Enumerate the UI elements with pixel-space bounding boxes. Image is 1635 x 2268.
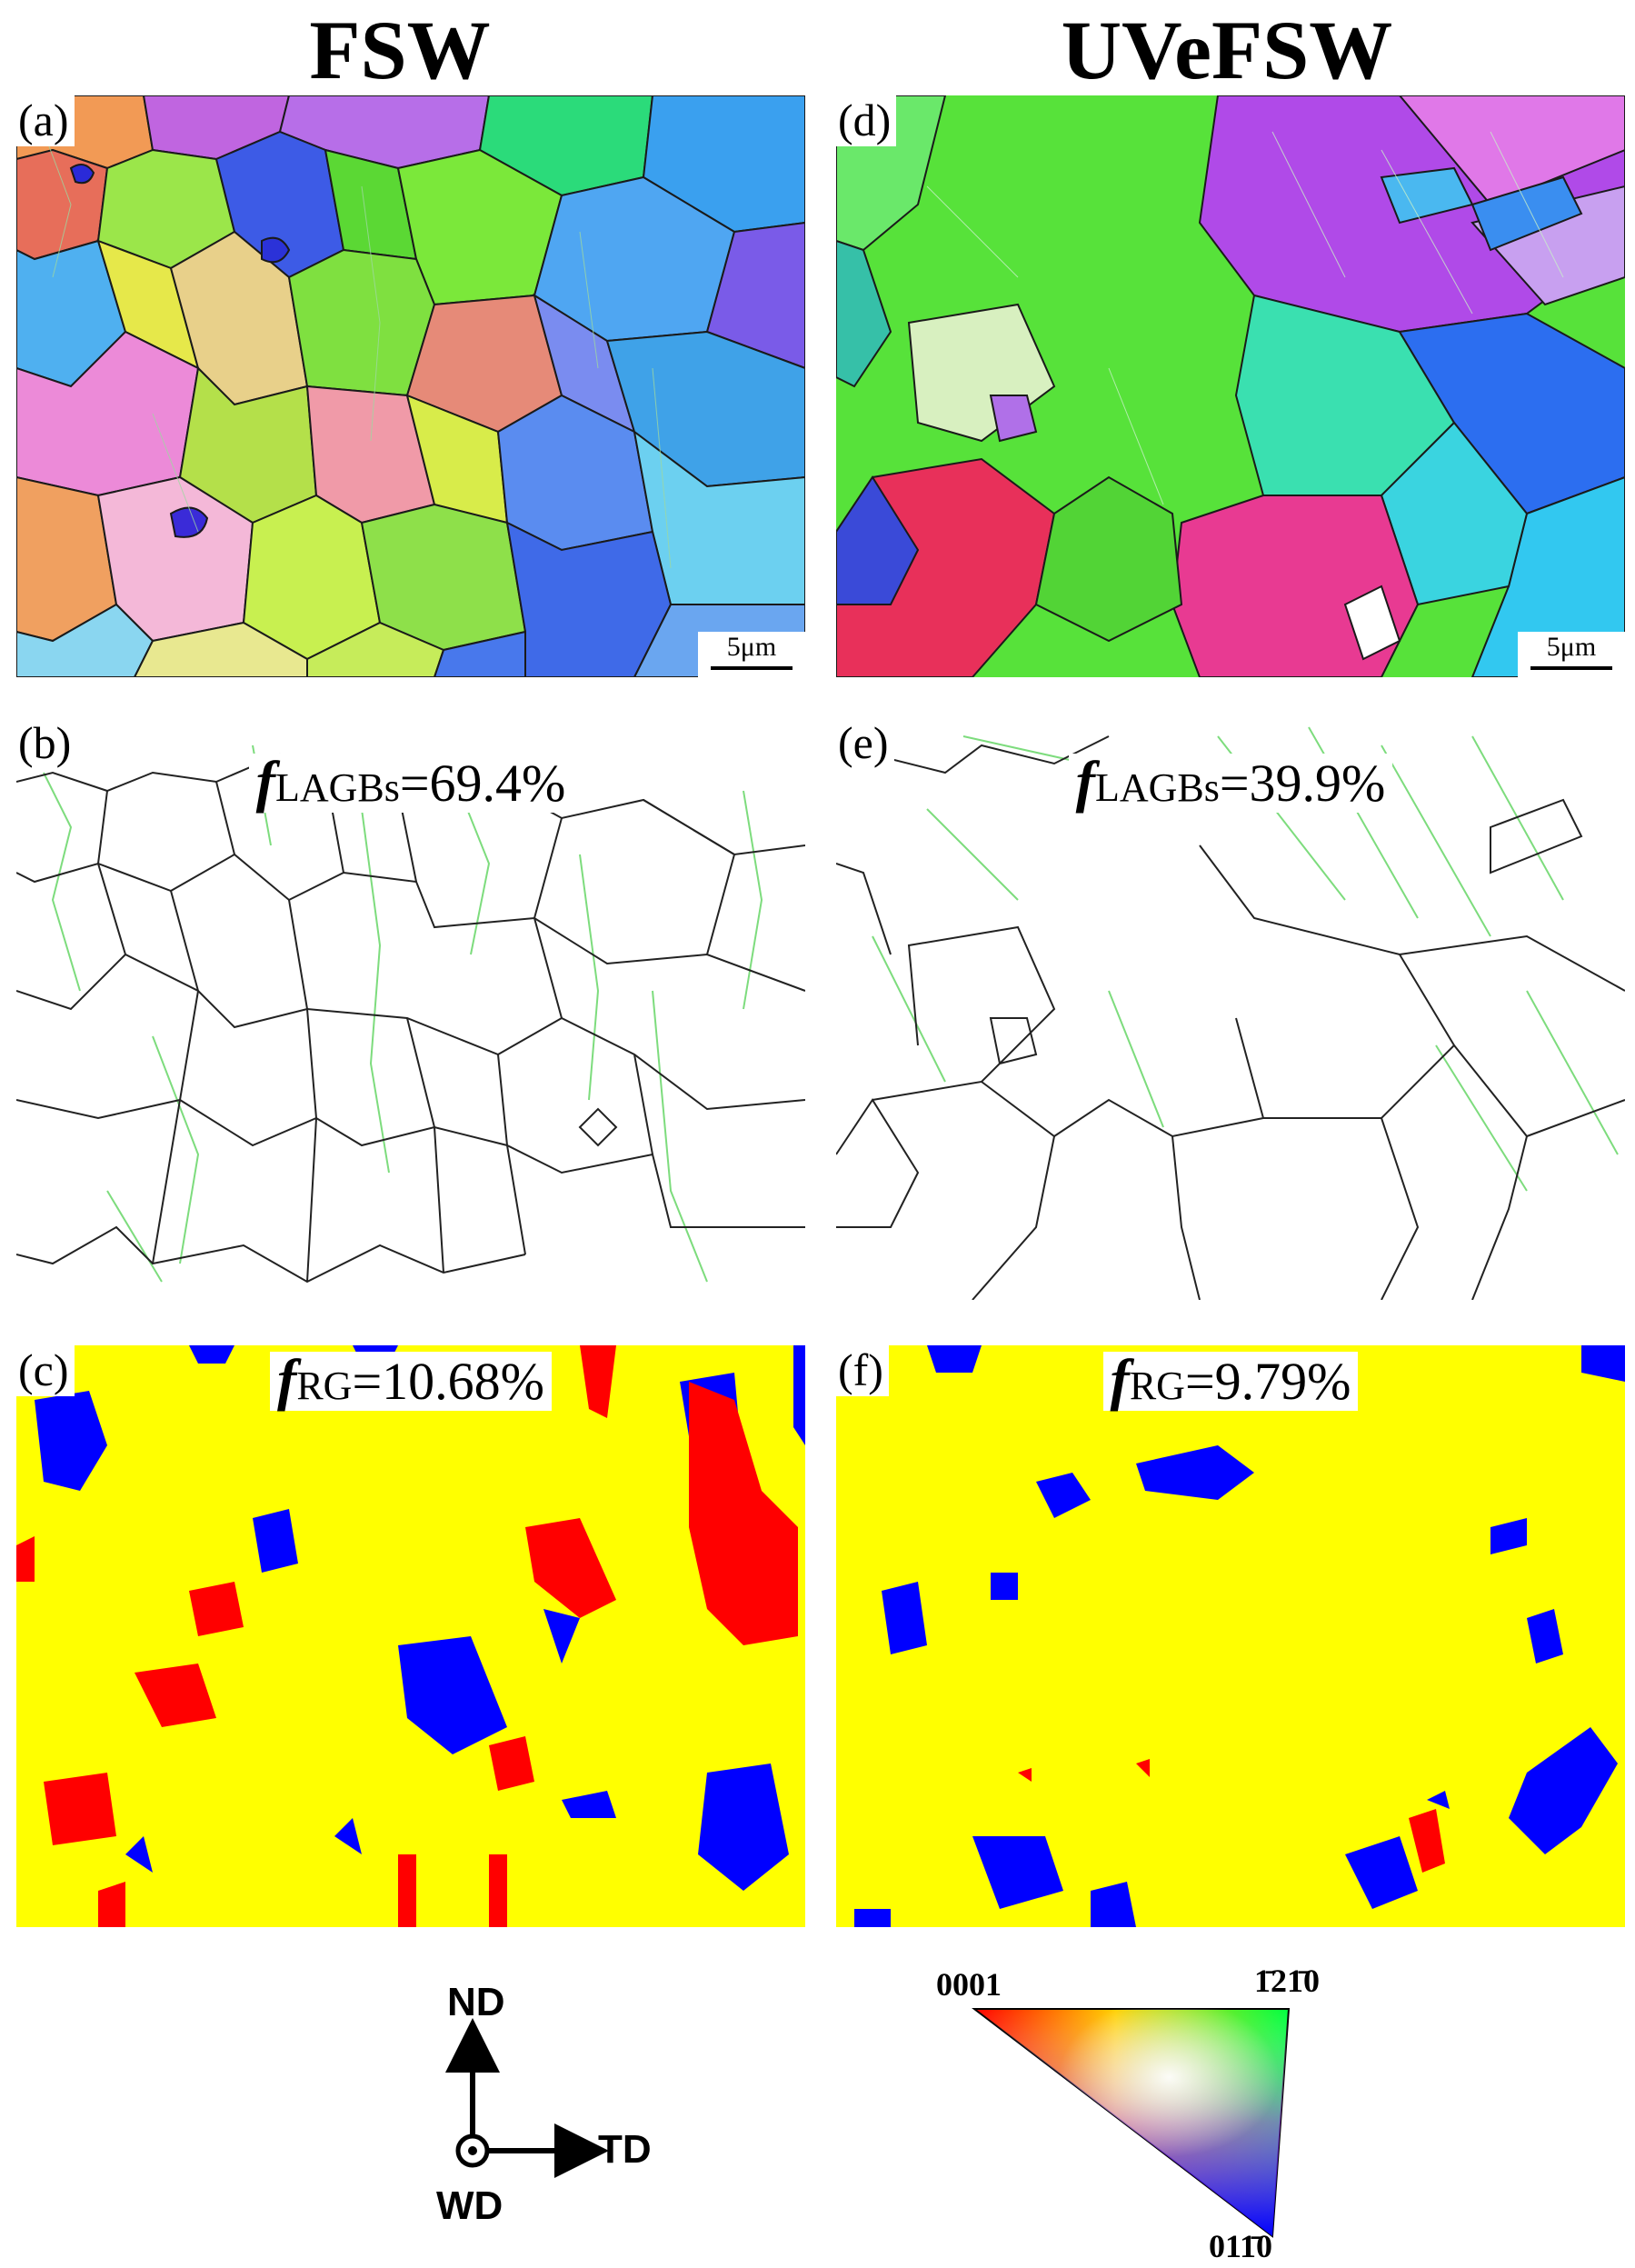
fraction-subscript: LAGBs xyxy=(274,765,400,810)
ipf-label-0110: 011̄0 xyxy=(1209,2228,1273,2264)
scale-bar: 5μm xyxy=(1518,632,1625,677)
panel-c-grain-map: (c) fRG=10.68% xyxy=(16,1345,805,1927)
scale-bar: 5μm xyxy=(698,632,805,677)
fraction-symbol: f xyxy=(277,1347,297,1412)
column-title-uvefsw: UVeFSW xyxy=(1061,4,1393,96)
rg-fraction-label: fRG=10.68% xyxy=(16,1351,805,1415)
fraction-subscript: RG xyxy=(1129,1364,1185,1408)
fraction-value: =69.4% xyxy=(399,754,566,813)
grain-boundary-map xyxy=(16,718,805,1300)
sample-axes-legend: ND TD WD xyxy=(400,1973,700,2263)
panel-label: (e) xyxy=(836,718,894,769)
column-title-fsw: FSW xyxy=(309,4,491,96)
panel-label: (a) xyxy=(16,95,75,146)
panel-label: (d) xyxy=(836,95,897,146)
rg-fraction-label: fRG=9.79% xyxy=(836,1351,1625,1415)
fraction-subscript: LAGBs xyxy=(1094,765,1220,810)
fraction-symbol: f xyxy=(1075,749,1095,814)
panel-a-ipf-map: (a) 5μm xyxy=(16,95,805,677)
panel-b-boundary-map: (b) fLAGBs=69.4% xyxy=(16,718,805,1300)
panel-d-ipf-map: (d) 5μm xyxy=(836,95,1625,677)
lagb-fraction-label: fLAGBs=69.4% xyxy=(16,753,805,817)
grain-boundary-map xyxy=(836,718,1625,1300)
ipf-label-0001: 0001 xyxy=(936,1966,1002,2003)
fraction-subscript: RG xyxy=(296,1364,353,1408)
ipf-triangle xyxy=(972,2008,1291,2238)
axis-label-td: TD xyxy=(598,2127,652,2172)
panel-label: (b) xyxy=(16,718,77,769)
panel-label: (f) xyxy=(836,1345,889,1396)
recrystallized-grain-map xyxy=(16,1345,805,1927)
fraction-value: =39.9% xyxy=(1219,754,1386,813)
fraction-symbol: f xyxy=(1110,1347,1130,1412)
ipf-orientation-map xyxy=(16,95,805,677)
fraction-symbol: f xyxy=(255,749,275,814)
lagb-fraction-label: fLAGBs=39.9% xyxy=(836,753,1625,817)
panel-f-grain-map: (f) fRG=9.79% xyxy=(836,1345,1625,1927)
scale-bar-line xyxy=(1530,666,1612,670)
scale-bar-label: 5μm xyxy=(726,632,777,662)
fraction-value: =10.68% xyxy=(352,1352,544,1411)
axis-label-nd: ND xyxy=(447,1980,505,2024)
axis-label-wd: WD xyxy=(436,2183,503,2228)
axes-arrows xyxy=(445,2018,609,2178)
fraction-value: =9.79% xyxy=(1184,1352,1351,1411)
ipf-orientation-map xyxy=(836,95,1625,677)
recrystallized-grain-map xyxy=(836,1345,1625,1927)
panel-label: (c) xyxy=(16,1345,75,1396)
ipf-label-1210: 1̄21̄0 xyxy=(1254,1963,1320,1999)
scale-bar-label: 5μm xyxy=(1546,632,1597,662)
scale-bar-line xyxy=(711,666,793,670)
panel-e-boundary-map: (e) fLAGBs=39.9% xyxy=(836,718,1625,1300)
ipf-color-key: 0001 1̄21̄0 011̄0 xyxy=(909,1963,1345,2264)
